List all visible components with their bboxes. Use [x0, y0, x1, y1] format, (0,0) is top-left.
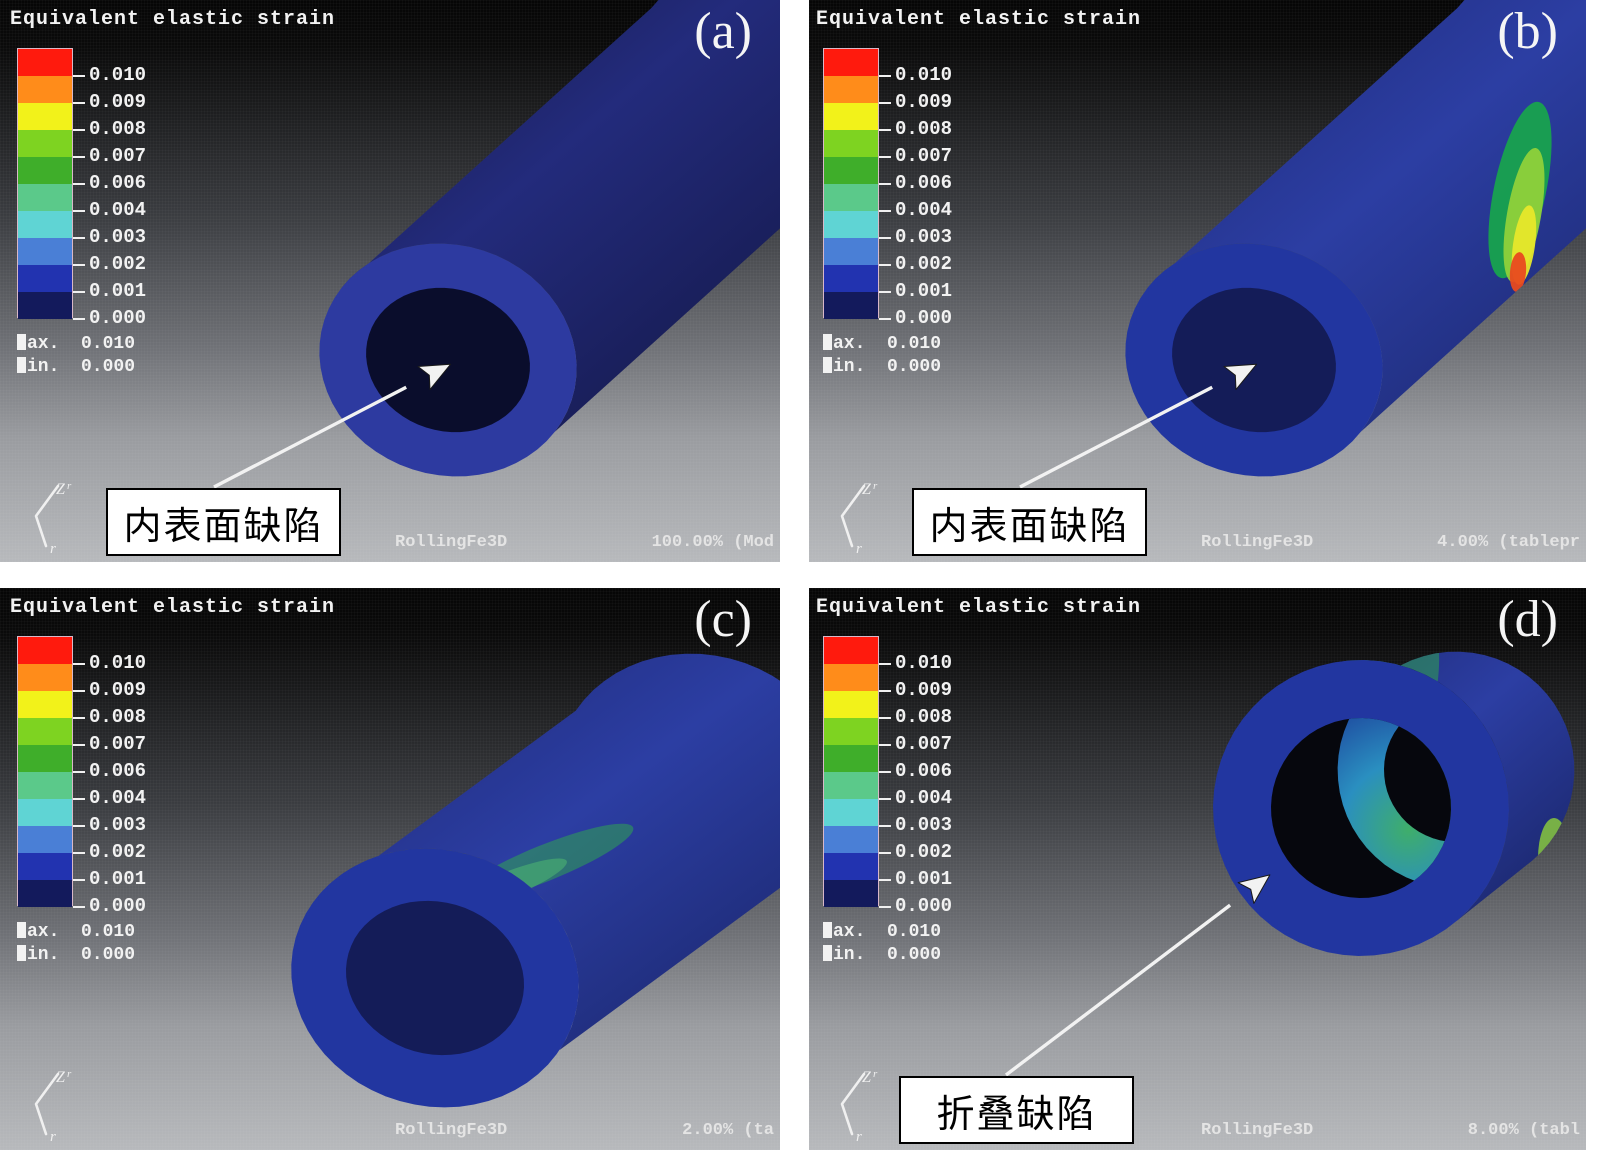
svg-text:r: r — [873, 1068, 878, 1080]
svg-text:Z: Z — [862, 1069, 872, 1086]
svg-text:r: r — [873, 480, 878, 492]
svg-text:Z: Z — [862, 481, 872, 498]
svg-text:r: r — [50, 1129, 56, 1141]
svg-text:Z: Z — [56, 481, 66, 498]
svg-text:r: r — [856, 541, 862, 553]
svg-text:r: r — [67, 480, 72, 492]
svg-text:r: r — [67, 1068, 72, 1080]
svg-text:Z: Z — [56, 1069, 66, 1086]
svg-text:r: r — [856, 1129, 862, 1141]
svg-text:r: r — [50, 541, 56, 553]
